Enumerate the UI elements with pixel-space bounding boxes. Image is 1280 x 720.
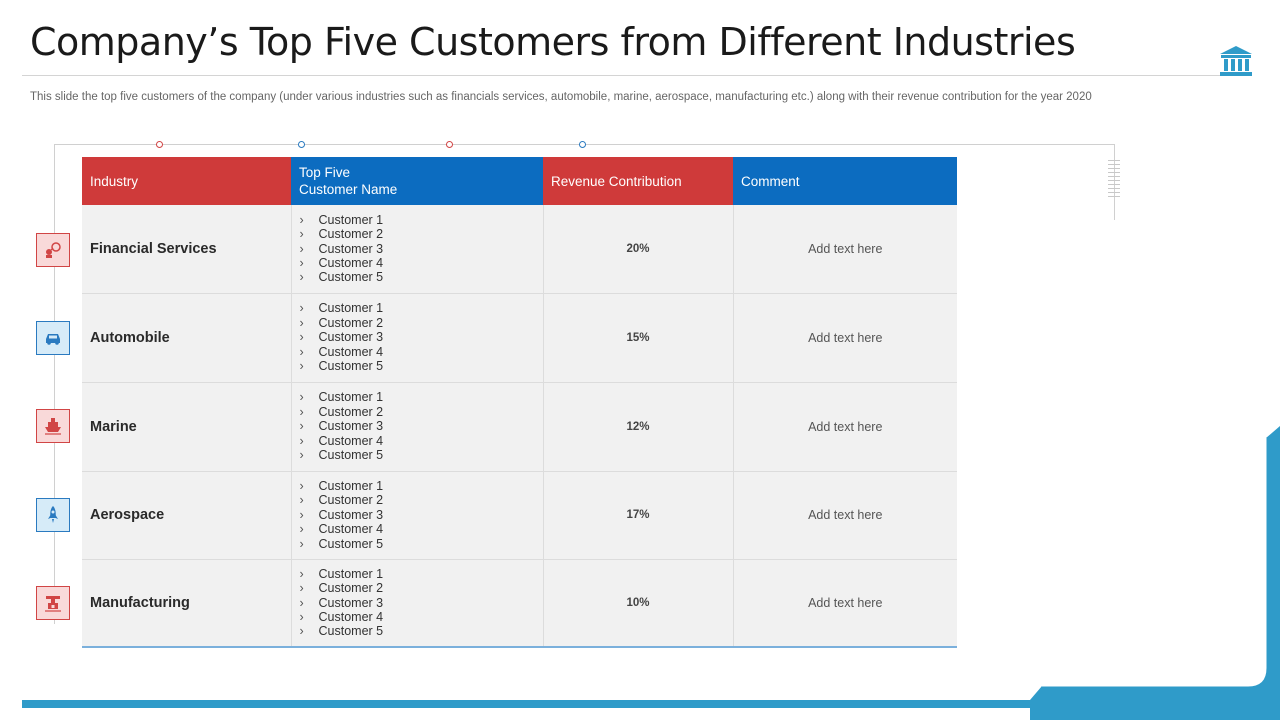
customers-table: Industry Top Five Customer Name Revenue … xyxy=(82,157,957,648)
revenue-cell: 20% xyxy=(543,205,734,294)
comment-cell: Add text here xyxy=(733,559,957,648)
list-item: Customer 1 xyxy=(300,390,535,405)
list-item: Customer 3 xyxy=(300,419,535,434)
frame-dot xyxy=(446,141,453,148)
industry-name: Financial Services xyxy=(90,240,217,257)
header-comment: Comment xyxy=(733,157,957,205)
list-item: Customer 1 xyxy=(300,479,535,494)
list-item: Customer 4 xyxy=(300,434,535,449)
list-item: Customer 4 xyxy=(300,522,535,537)
list-item: Customer 2 xyxy=(300,227,535,242)
industry-name: Aerospace xyxy=(90,507,165,523)
factory-icon xyxy=(36,586,70,620)
list-item: Customer 2 xyxy=(300,316,535,331)
corner-decoration xyxy=(1030,426,1280,720)
industry-cell: Marine xyxy=(82,382,292,472)
table-header-row: Industry Top Five Customer Name Revenue … xyxy=(82,157,957,205)
list-item: Customer 1 xyxy=(300,301,535,316)
ship-icon xyxy=(36,409,70,443)
industry-name: Manufacturing xyxy=(90,594,190,611)
list-item: Customer 1 xyxy=(300,213,535,228)
comment-cell: Add text here xyxy=(733,382,957,472)
list-item: Customer 5 xyxy=(300,270,535,285)
industry-cell: Automobile xyxy=(82,293,292,383)
customers-cell: Customer 1 Customer 2 Customer 3 Custome… xyxy=(291,205,544,294)
list-item: Customer 4 xyxy=(300,256,535,271)
customer-list: Customer 1 Customer 2 Customer 3 Custome… xyxy=(300,479,535,551)
list-item: Customer 3 xyxy=(300,330,535,345)
revenue-cell: 10% xyxy=(543,559,734,648)
revenue-cell: 12% xyxy=(543,382,734,472)
list-item: Customer 5 xyxy=(300,537,535,552)
header-customer-name: Top Five Customer Name xyxy=(291,157,543,205)
revenue-cell: 15% xyxy=(543,293,734,383)
frame-line-left xyxy=(54,144,55,624)
list-item: Customer 2 xyxy=(300,405,535,420)
bank-building-icon xyxy=(1220,46,1252,76)
frame-dot xyxy=(298,141,305,148)
page-title: Company’s Top Five Customers from Differ… xyxy=(30,20,1076,64)
finance-network-icon xyxy=(36,233,70,267)
table-row: Automobile Customer 1 Customer 2 Custome… xyxy=(82,293,957,383)
customers-cell: Customer 1 Customer 2 Customer 3 Custome… xyxy=(291,471,544,560)
title-divider xyxy=(22,75,1222,76)
list-item: Customer 3 xyxy=(300,596,535,611)
rocket-icon xyxy=(36,498,70,532)
table-row: Manufacturing Customer 1 Customer 2 Cust… xyxy=(82,559,957,648)
bottom-accent-bar xyxy=(22,700,1280,708)
frame-dot xyxy=(156,141,163,148)
frame-ticks xyxy=(1108,160,1120,200)
customer-list: Customer 1 Customer 2 Customer 3 Custome… xyxy=(300,390,535,462)
list-item: Customer 1 xyxy=(300,567,535,582)
industry-cell: Manufacturing xyxy=(82,559,292,648)
comment-cell: Add text here xyxy=(733,293,957,383)
list-item: Customer 4 xyxy=(300,610,535,625)
list-item: Customer 2 xyxy=(300,493,535,508)
industry-name: Marine xyxy=(90,418,137,435)
revenue-cell: 17% xyxy=(543,471,734,560)
header-industry: Industry xyxy=(82,157,291,205)
frame-dot xyxy=(579,141,586,148)
list-item: Customer 3 xyxy=(300,242,535,257)
list-item: Customer 5 xyxy=(300,624,535,639)
industry-name: Automobile xyxy=(90,329,170,346)
list-item: Customer 3 xyxy=(300,508,535,523)
header-revenue: Revenue Contribution xyxy=(543,157,733,205)
table-row: Aerospace Customer 1 Customer 2 Customer… xyxy=(82,471,957,560)
industry-cell: Financial Services xyxy=(82,205,292,294)
list-item: Customer 5 xyxy=(300,359,535,374)
customer-list: Customer 1 Customer 2 Customer 3 Custome… xyxy=(300,567,535,639)
comment-cell: Add text here xyxy=(733,471,957,560)
table-row: Financial Services Customer 1 Customer 2… xyxy=(82,205,957,294)
industry-cell: Aerospace xyxy=(82,471,292,560)
customers-cell: Customer 1 Customer 2 Customer 3 Custome… xyxy=(291,382,544,472)
car-icon xyxy=(36,321,70,355)
customers-cell: Customer 1 Customer 2 Customer 3 Custome… xyxy=(291,559,544,648)
list-item: Customer 2 xyxy=(300,581,535,596)
list-item: Customer 4 xyxy=(300,345,535,360)
list-item: Customer 5 xyxy=(300,448,535,463)
table-row: Marine Customer 1 Customer 2 Customer 3 … xyxy=(82,382,957,472)
customer-list: Customer 1 Customer 2 Customer 3 Custome… xyxy=(300,301,535,373)
header-customer-line1: Top Five xyxy=(299,165,351,180)
customer-list: Customer 1 Customer 2 Customer 3 Custome… xyxy=(300,213,535,285)
customers-cell: Customer 1 Customer 2 Customer 3 Custome… xyxy=(291,293,544,383)
page-subtitle: This slide the top five customers of the… xyxy=(30,91,1092,103)
comment-cell: Add text here xyxy=(733,205,957,294)
header-customer-line2: Customer Name xyxy=(299,182,398,197)
